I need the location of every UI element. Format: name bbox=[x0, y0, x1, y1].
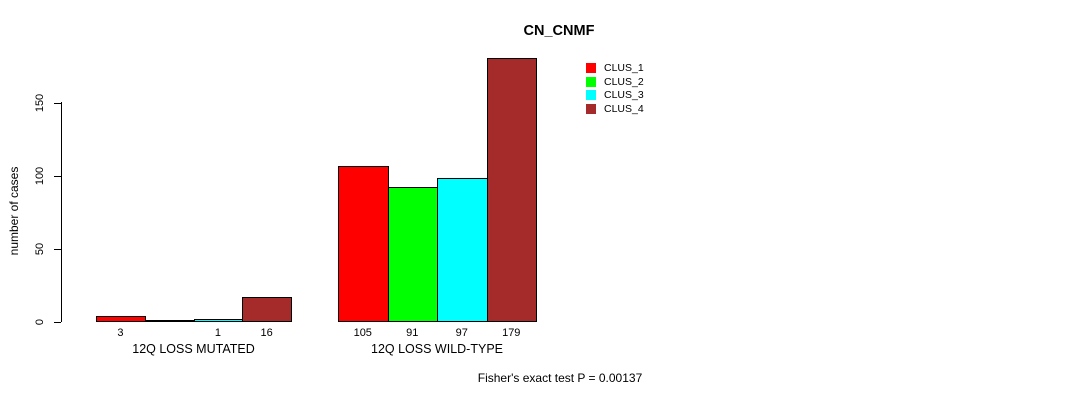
x-category-label: 12Q LOSS WILD-TYPE bbox=[371, 342, 503, 356]
bar-value-label: 179 bbox=[502, 327, 521, 339]
y-axis-tick bbox=[54, 248, 61, 250]
bar-CLUS_1 bbox=[338, 166, 389, 322]
bar-CLUS_2 bbox=[144, 320, 195, 322]
bar-value-label: 3 bbox=[117, 327, 124, 339]
y-axis-tick-label: 50 bbox=[34, 242, 46, 255]
legend-swatch-icon bbox=[586, 76, 596, 87]
bar-CLUS_4 bbox=[486, 58, 537, 322]
y-axis-tick bbox=[54, 175, 61, 177]
y-axis-line bbox=[61, 102, 62, 322]
legend-label: CLUS_2 bbox=[604, 75, 644, 88]
bar-value-label: 16 bbox=[260, 327, 273, 339]
fisher-test-annotation: Fisher's exact test P = 0.00137 bbox=[477, 371, 643, 385]
y-axis-tick-label: 100 bbox=[34, 166, 46, 185]
bar-value-label: 1 bbox=[214, 327, 221, 339]
y-axis-tick bbox=[54, 322, 61, 323]
legend-label: CLUS_3 bbox=[604, 89, 644, 102]
y-axis-tick bbox=[54, 102, 61, 104]
y-axis-tick-label: 150 bbox=[34, 93, 46, 112]
bar-value-label: 97 bbox=[455, 327, 468, 339]
legend-swatch-icon bbox=[586, 63, 596, 73]
legend-label: CLUS_1 bbox=[604, 62, 644, 74]
bar-CLUS_3 bbox=[437, 178, 488, 322]
chart-title: CN_CNMF bbox=[523, 23, 595, 39]
bar-CLUS_4 bbox=[242, 296, 292, 322]
legend-swatch-icon bbox=[586, 90, 596, 101]
bar-CLUS_1 bbox=[96, 315, 146, 322]
bar-value-label: 91 bbox=[406, 327, 419, 339]
x-category-label: 12Q LOSS MUTATED bbox=[132, 342, 255, 356]
legend-label: CLUS_4 bbox=[604, 103, 644, 116]
y-axis-tick-label: 0 bbox=[34, 318, 46, 326]
bar-CLUS_2 bbox=[387, 186, 438, 322]
legend-swatch-icon bbox=[586, 104, 596, 115]
bar-CLUS_3 bbox=[193, 318, 244, 322]
bar-value-label: 105 bbox=[353, 327, 372, 339]
